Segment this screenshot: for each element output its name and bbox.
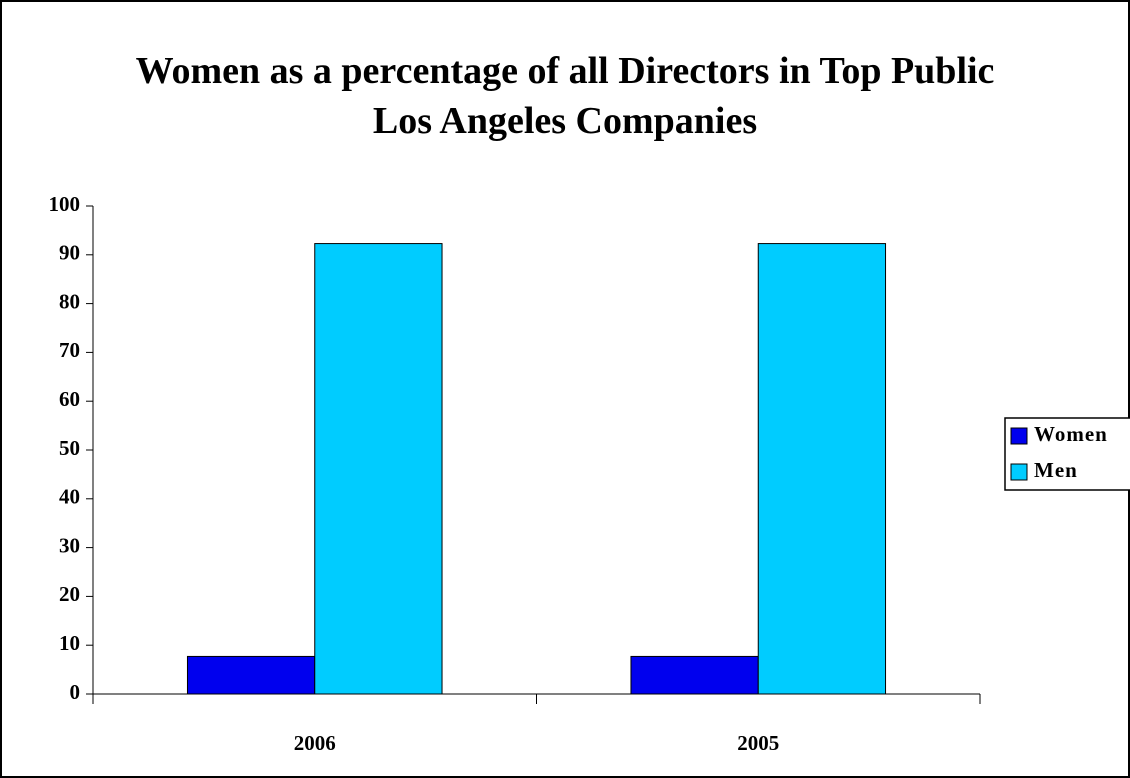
x-tick-label: 2005: [737, 731, 779, 755]
y-tick-label: 100: [49, 192, 81, 216]
legend-label: Women: [1034, 422, 1108, 446]
y-tick-label: 60: [59, 387, 80, 411]
bar: [314, 243, 443, 695]
y-tick-label: 90: [59, 241, 80, 265]
chart-title: Women as a percentage of all Directors i…: [135, 50, 995, 142]
bar: [630, 655, 759, 695]
legend-swatch: [1010, 427, 1028, 445]
y-tick-label: 50: [59, 436, 80, 460]
x-tick-label: 2006: [294, 731, 336, 755]
bar: [186, 655, 316, 695]
y-tick-label: 80: [59, 289, 80, 313]
y-tick-label: 30: [59, 533, 80, 557]
y-tick-label: 40: [59, 485, 80, 509]
y-tick-label: 20: [59, 582, 80, 606]
bar: [757, 243, 887, 695]
y-tick-label: 0: [70, 680, 81, 704]
y-tick-label: 10: [59, 631, 80, 655]
legend-swatch: [1010, 463, 1028, 481]
legend-label: Men: [1034, 458, 1078, 482]
y-tick-label: 70: [59, 338, 80, 362]
